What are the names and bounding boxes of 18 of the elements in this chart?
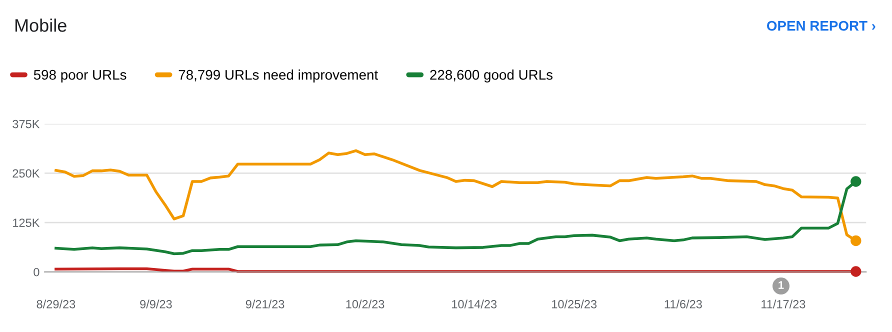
x-tick-label: 9/9/23: [140, 300, 172, 308]
legend-label: 228,600 good URLs: [430, 70, 553, 82]
x-tick-label: 10/14/23: [452, 300, 497, 308]
x-tick-label: 10/25/23: [552, 300, 597, 308]
x-tick-label: 11/6/23: [664, 300, 702, 308]
legend-label: 598 poor URLs: [34, 70, 126, 82]
legend-label: 78,799 URLs need improvement: [178, 70, 378, 82]
y-tick-label: 0: [34, 268, 40, 276]
y-tick-label: 125K: [13, 218, 40, 227]
y-tick-label: 250K: [12, 169, 40, 178]
x-tick-label: 9/21/23: [246, 300, 284, 308]
y-tick-label: 375K: [12, 120, 40, 128]
text: OPEN REPORT ›: [766, 20, 876, 31]
x-tick-label: 10/2/23: [346, 300, 384, 308]
chart-title: Mobile: [15, 18, 66, 32]
text: 1: [778, 281, 784, 289]
x-tick-label: 8/29/23: [36, 300, 76, 308]
x-tick-label: 11/17/23: [762, 300, 806, 308]
